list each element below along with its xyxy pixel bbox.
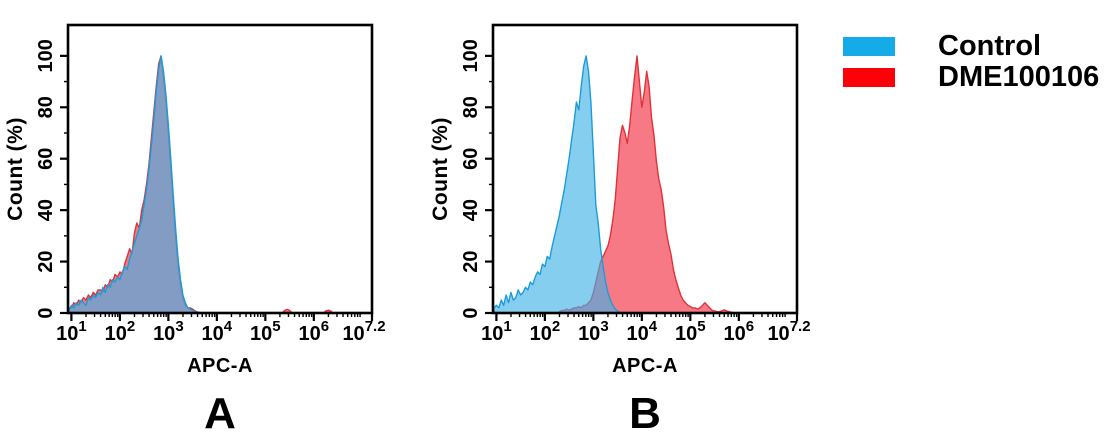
svg-text:104: 104	[627, 318, 658, 345]
panel-letter-a: A	[204, 389, 236, 438]
legend-swatch-control	[843, 37, 895, 56]
svg-text:80: 80	[35, 96, 57, 118]
svg-text:103: 103	[578, 318, 609, 345]
svg-text:106: 106	[724, 318, 755, 345]
svg-text:0: 0	[35, 307, 57, 318]
svg-text:100: 100	[460, 39, 482, 72]
svg-text:40: 40	[460, 199, 482, 221]
svg-text:101: 101	[56, 318, 87, 345]
svg-text:105: 105	[675, 318, 706, 345]
legend-item-control: Control	[843, 32, 1099, 61]
svg-text:40: 40	[35, 199, 57, 221]
y-axis-title-a: Count (%)	[4, 117, 27, 221]
panel-a-plot: 101 102 103 104 105 106 107.2 0 20 40 60 80 100	[35, 23, 386, 345]
y-axis-title-b: Count (%)	[429, 117, 452, 221]
svg-text:100: 100	[35, 39, 57, 72]
panel-letter-b: B	[629, 389, 661, 438]
svg-text:20: 20	[35, 250, 57, 272]
legend: Control DME100106	[843, 32, 1099, 99]
legend-label-control: Control	[938, 30, 1042, 62]
svg-text:107.2: 107.2	[767, 318, 810, 345]
svg-text:101: 101	[481, 318, 512, 345]
legend-item-dme100106: DME100106	[843, 63, 1099, 92]
legend-swatch-dme100106	[843, 68, 895, 87]
svg-text:20: 20	[460, 250, 482, 272]
svg-text:102: 102	[530, 318, 561, 345]
svg-text:104: 104	[202, 318, 233, 345]
svg-text:0: 0	[460, 307, 482, 318]
svg-text:60: 60	[35, 148, 57, 170]
x-axis-title-a: APC-A	[187, 355, 253, 377]
svg-text:102: 102	[105, 318, 136, 345]
svg-text:103: 103	[153, 318, 184, 345]
svg-text:80: 80	[460, 96, 482, 118]
panel-b-plot: 101 102 103 104 105 106 107.2 0 20 40 60 80 100	[460, 23, 811, 345]
x-axis-title-b: APC-A	[612, 355, 678, 377]
legend-label-dme100106: DME100106	[938, 61, 1100, 93]
svg-text:106: 106	[299, 318, 330, 345]
svg-text:107.2: 107.2	[342, 318, 385, 345]
svg-text:60: 60	[460, 148, 482, 170]
svg-text:105: 105	[250, 318, 281, 345]
